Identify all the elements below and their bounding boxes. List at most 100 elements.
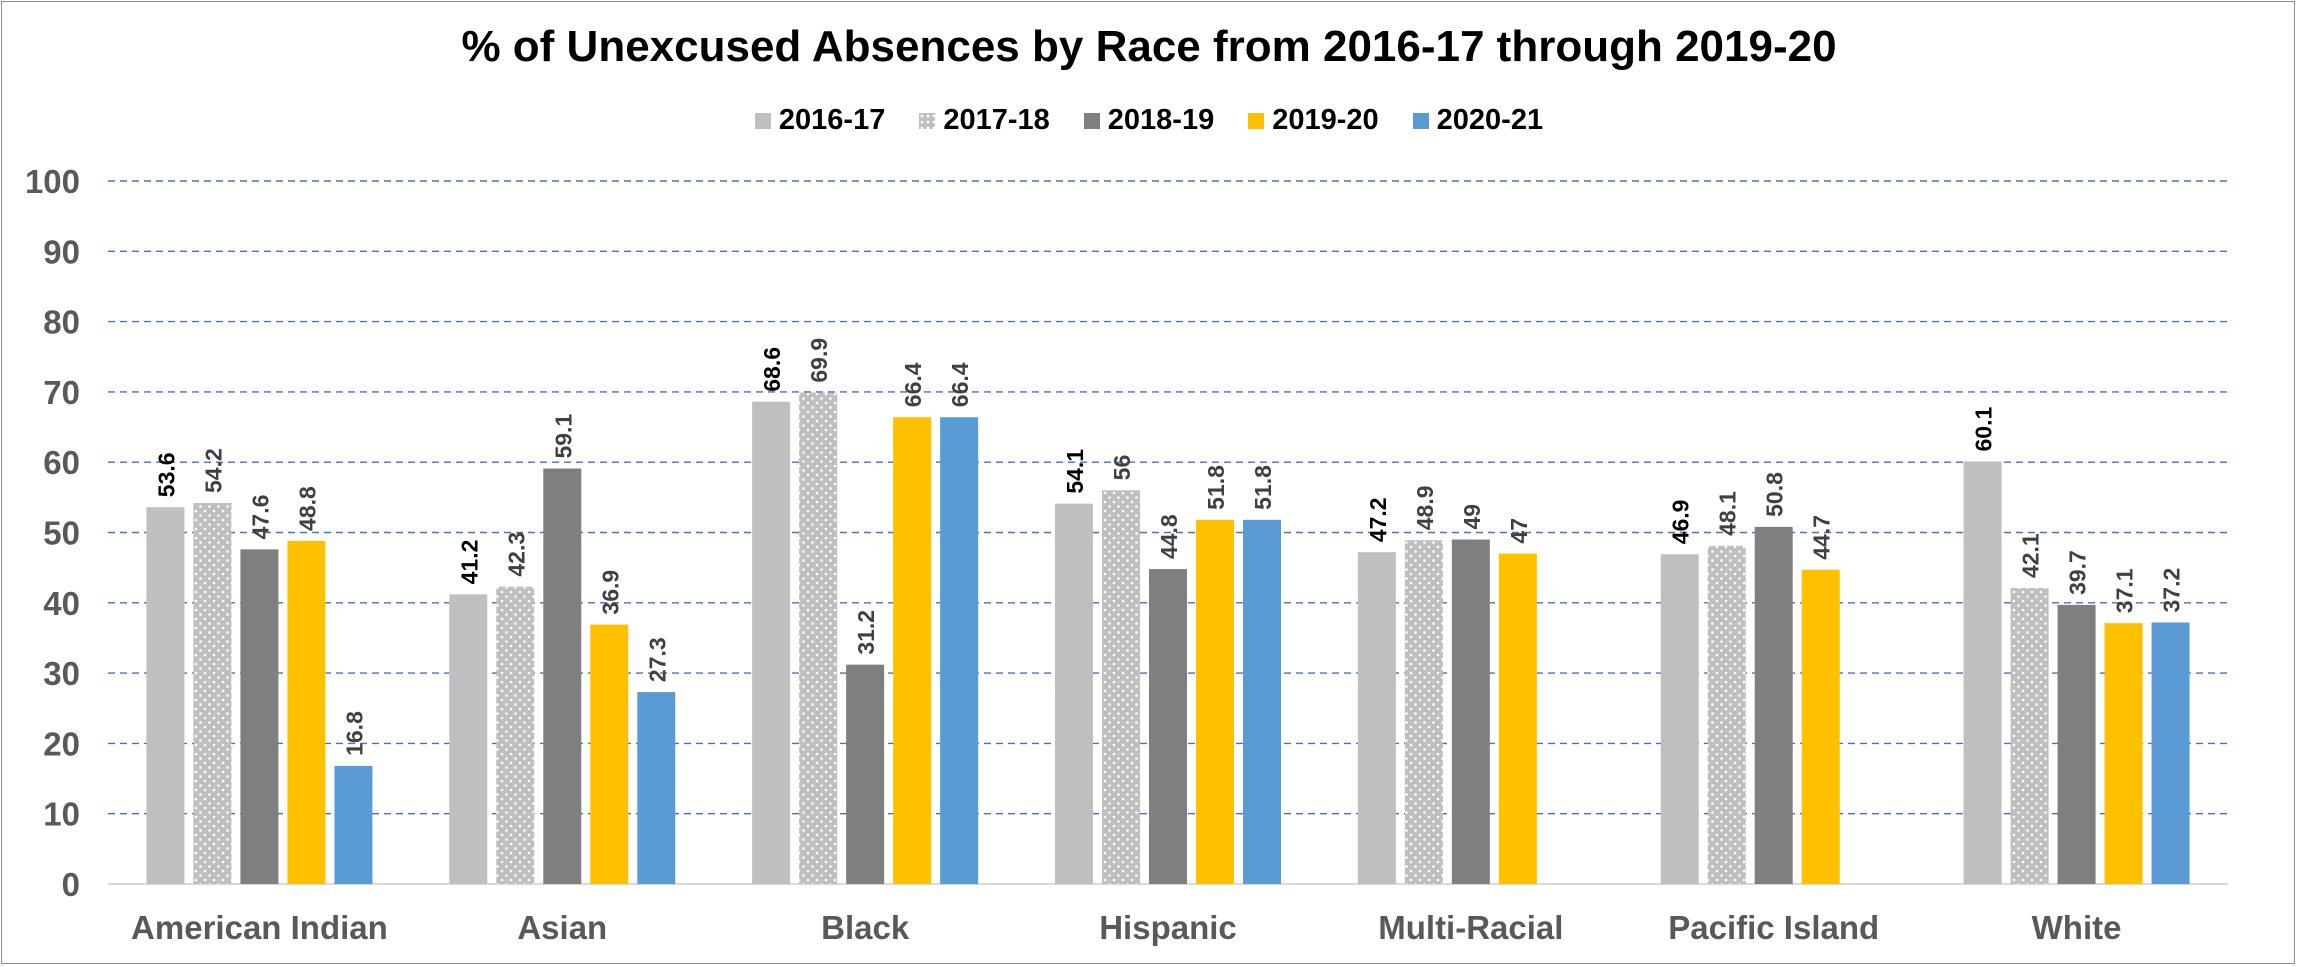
bar-2016-17 bbox=[1963, 461, 2002, 884]
legend-swatch bbox=[1412, 112, 1429, 129]
bar-2018-19 bbox=[1149, 569, 1187, 884]
legend-label: 2019-20 bbox=[1272, 104, 1379, 136]
x-tick-label: Black bbox=[821, 909, 910, 946]
bar-2020-21 bbox=[334, 765, 373, 884]
bar-2018-19 bbox=[1451, 539, 1490, 884]
data-label: 51.8 bbox=[1203, 465, 1229, 510]
bar-2020-21 bbox=[940, 417, 979, 884]
legend-swatch bbox=[1083, 112, 1100, 129]
bar-2018-19 bbox=[240, 549, 279, 884]
y-tick-label: 0 bbox=[62, 866, 80, 903]
legend-swatch bbox=[754, 112, 771, 129]
data-label: 48.1 bbox=[1715, 491, 1741, 536]
x-tick-label: Hispanic bbox=[1099, 909, 1237, 946]
data-label: 31.2 bbox=[853, 610, 879, 655]
bar-2016-17 bbox=[146, 507, 185, 884]
data-label: 66.4 bbox=[947, 362, 973, 407]
data-label: 50.8 bbox=[1762, 472, 1788, 517]
chart-title: % of Unexcused Absences by Race from 201… bbox=[461, 22, 1837, 71]
bar-2020-21 bbox=[637, 692, 676, 884]
bars bbox=[146, 392, 2190, 884]
bar-2019-20 bbox=[590, 624, 629, 884]
y-axis-ticks: 0 10 20 30 40 50 60 70 80 90 100 bbox=[25, 163, 80, 903]
y-tick-label: 40 bbox=[43, 585, 80, 622]
bar-2018-19 bbox=[846, 664, 885, 884]
legend: 2016-17 2017-18 2018-19 2019-20 2020-21 bbox=[0, 104, 2298, 137]
x-tick-label: Asian bbox=[517, 909, 607, 946]
data-label: 66.4 bbox=[900, 362, 926, 407]
x-tick-label: Pacific Island bbox=[1668, 909, 1879, 946]
x-tick-label: White bbox=[2032, 909, 2122, 946]
bar-2017-18 bbox=[1102, 490, 1140, 884]
bar-2017-18 bbox=[2010, 588, 2049, 884]
data-labels: 53.6 54.2 47.6 48.8 16.8 41.2 42.3 59.1 36.9 27.3… bbox=[153, 338, 2184, 756]
data-label: 41.2 bbox=[456, 540, 482, 585]
y-tick-label: 100 bbox=[25, 163, 80, 200]
bar-2020-21 bbox=[2151, 622, 2190, 884]
data-label: 56 bbox=[1109, 455, 1135, 481]
bar-2017-18 bbox=[1404, 540, 1443, 884]
data-label: 54.2 bbox=[200, 448, 226, 493]
legend-item-2018-19: 2018-19 bbox=[1083, 104, 1215, 137]
data-label: 47 bbox=[1506, 518, 1532, 544]
data-label: 27.3 bbox=[644, 637, 670, 682]
data-label: 44.8 bbox=[1156, 514, 1182, 559]
legend-item-2020-21: 2020-21 bbox=[1412, 104, 1544, 137]
y-tick-label: 70 bbox=[43, 374, 80, 411]
bar-2019-20 bbox=[287, 540, 326, 884]
bar-2019-20 bbox=[893, 417, 932, 884]
bar-2016-17 bbox=[752, 401, 791, 884]
data-label: 60.1 bbox=[1971, 407, 1997, 452]
y-tick-label: 50 bbox=[43, 515, 80, 552]
bar-2017-18 bbox=[799, 392, 838, 884]
legend-label: 2017-18 bbox=[943, 104, 1050, 136]
x-tick-label: American Indian bbox=[131, 909, 388, 946]
legend-label: 2020-21 bbox=[1436, 104, 1544, 136]
bar-2017-18 bbox=[496, 586, 535, 884]
y-tick-label: 60 bbox=[43, 444, 80, 481]
y-tick-label: 90 bbox=[43, 233, 80, 270]
bar-2016-17 bbox=[1055, 503, 1093, 884]
bar-2019-20 bbox=[1801, 569, 1840, 884]
data-label: 37.2 bbox=[2159, 568, 2185, 613]
legend-item-2019-20: 2019-20 bbox=[1248, 104, 1379, 137]
data-label: 42.3 bbox=[503, 532, 529, 577]
bar-2016-17 bbox=[1357, 552, 1396, 884]
legend-item-2016-17: 2016-17 bbox=[754, 104, 886, 137]
data-label: 49 bbox=[1459, 504, 1485, 530]
legend-item-2017-18: 2017-18 bbox=[919, 104, 1050, 137]
x-axis-ticks: American Indian Asian Black Hispanic Multi-R… bbox=[131, 909, 2121, 946]
data-label: 69.9 bbox=[806, 338, 832, 383]
data-label: 68.6 bbox=[759, 347, 785, 392]
legend-swatch bbox=[1248, 112, 1265, 129]
bar-2017-18 bbox=[1707, 545, 1746, 884]
y-tick-label: 30 bbox=[43, 655, 80, 692]
bar-2016-17 bbox=[449, 594, 488, 884]
data-label: 16.8 bbox=[341, 711, 367, 756]
bar-2018-19 bbox=[543, 468, 582, 884]
legend-label: 2018-19 bbox=[1107, 104, 1215, 136]
bar-2018-19 bbox=[2057, 604, 2096, 884]
bar-2019-20 bbox=[1196, 519, 1234, 884]
data-label: 44.7 bbox=[1809, 515, 1835, 560]
y-tick-label: 80 bbox=[43, 304, 80, 341]
data-label: 59.1 bbox=[550, 414, 576, 459]
data-label: 39.7 bbox=[2065, 550, 2091, 595]
data-label: 48.8 bbox=[294, 486, 320, 531]
data-label: 51.8 bbox=[1250, 465, 1276, 510]
bar-2020-21 bbox=[1243, 519, 1281, 884]
data-label: 47.6 bbox=[247, 495, 273, 540]
bar-2017-18 bbox=[193, 502, 232, 884]
data-label: 54.1 bbox=[1062, 449, 1088, 494]
y-tick-label: 10 bbox=[43, 796, 80, 833]
legend-swatch bbox=[919, 112, 936, 129]
data-label: 42.1 bbox=[2018, 533, 2044, 578]
data-label: 53.6 bbox=[153, 452, 179, 497]
legend-label: 2016-17 bbox=[778, 104, 886, 136]
bar-2019-20 bbox=[1498, 553, 1537, 884]
bar-2016-17 bbox=[1660, 554, 1699, 884]
bar-2018-19 bbox=[1754, 526, 1793, 884]
data-label: 37.1 bbox=[2112, 568, 2138, 613]
